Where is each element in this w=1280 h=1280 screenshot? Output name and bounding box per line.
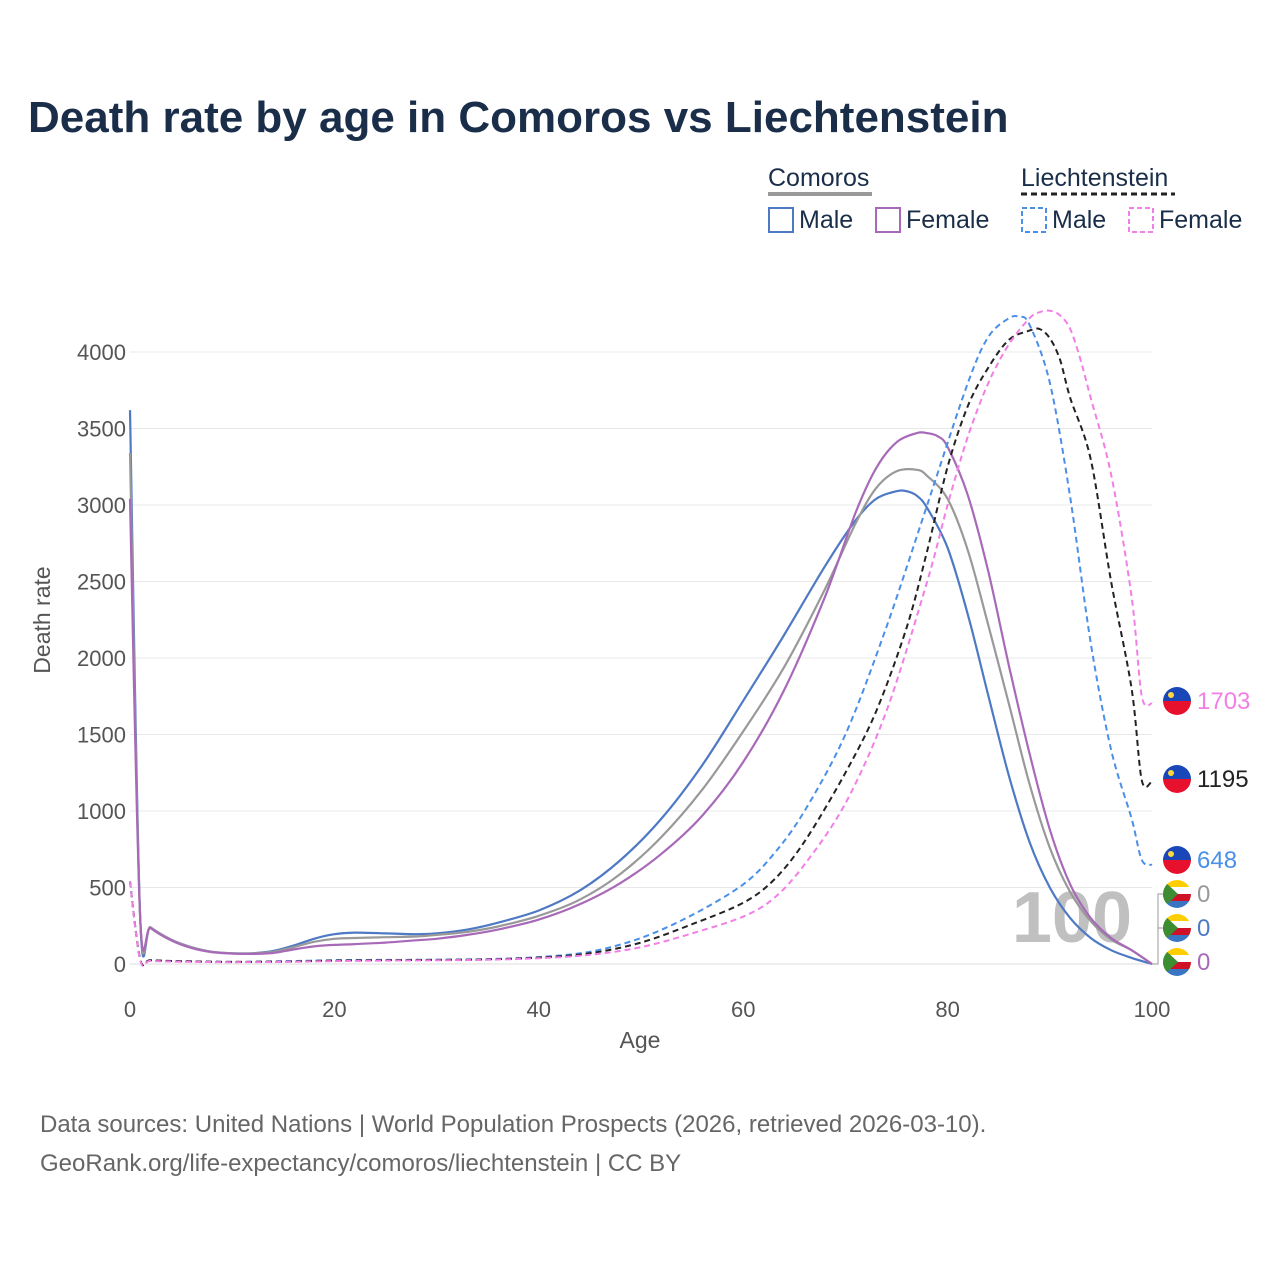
- legend-swatch-liechtenstein-female: [1128, 207, 1154, 233]
- year-watermark: 100: [1012, 878, 1132, 958]
- end-labels: 0 0 0 648 1195 1703: [1152, 687, 1250, 976]
- flag-comoros-icon: [1163, 948, 1191, 976]
- legend-label-liechtenstein-male: Male: [1052, 206, 1106, 234]
- end-marker-comoros-male: [1163, 914, 1191, 942]
- source-line-2: GeoRank.org/life-expectancy/comoros/liec…: [40, 1150, 681, 1177]
- end-value-comoros-male: 0: [1197, 915, 1210, 942]
- y-tick-4000: 4000: [77, 340, 126, 365]
- end-marker-comoros-total: [1163, 880, 1191, 908]
- source-line-1: Data sources: United Nations | World Pop…: [40, 1111, 986, 1138]
- legend-swatch-liechtenstein-male: [1021, 207, 1047, 233]
- end-value-liechtenstein-male: 648: [1197, 847, 1237, 874]
- y-tick-2500: 2500: [77, 570, 126, 595]
- series-line-liechtenstein-total: [129, 327, 1153, 967]
- y-axis-label: Death rate: [29, 566, 55, 673]
- series-line-liechtenstein-male: [129, 315, 1153, 967]
- legend-label-liechtenstein-female: Female: [1159, 206, 1242, 234]
- series-line-comoros-female: [128, 431, 1153, 965]
- end-value-comoros-total: 0: [1197, 881, 1210, 908]
- y-tick-3000: 3000: [77, 493, 126, 518]
- end-marker-comoros-female: [1163, 948, 1191, 976]
- series-line-comoros-male: [128, 410, 1153, 966]
- x-tick-40: 40: [527, 997, 551, 1022]
- y-tick-1500: 1500: [77, 723, 126, 748]
- y-tick-500: 500: [89, 876, 126, 901]
- legend-label-comoros-female: Female: [906, 206, 989, 234]
- axes: 0 500 1000 1500 2000 2500 3000 3500 4000 0 20 40 60 8…: [77, 340, 1170, 1022]
- x-tick-0: 0: [124, 997, 136, 1022]
- legend: Comoros Male Female Liechtenstein Male F…: [768, 164, 1242, 234]
- gridlines: [130, 351, 1152, 965]
- y-tick-3500: 3500: [77, 417, 126, 442]
- legend-swatch-comoros-male: [768, 207, 794, 233]
- y-tick-2000: 2000: [77, 646, 126, 671]
- y-tick-0: 0: [114, 952, 126, 977]
- end-marker-liechtenstein-female: [1163, 687, 1191, 715]
- end-marker-liechtenstein-total: [1163, 765, 1191, 793]
- flag-liechtenstein-icon: [1163, 765, 1191, 793]
- series-lines: [128, 309, 1153, 967]
- legend-label-comoros-male: Male: [799, 206, 853, 234]
- x-tick-100: 100: [1134, 997, 1171, 1022]
- x-tick-20: 20: [322, 997, 346, 1022]
- chart-title: Death rate by age in Comoros vs Liechten…: [28, 93, 1008, 142]
- flag-liechtenstein-icon: [1163, 846, 1191, 874]
- series-line-liechtenstein-female: [129, 309, 1153, 967]
- x-axis-label: Age: [620, 1027, 661, 1053]
- end-marker-liechtenstein-male: [1163, 846, 1191, 874]
- legend-swatch-comoros-female: [875, 207, 901, 233]
- comoros-label-connector: [1152, 893, 1163, 965]
- flag-comoros-icon: [1163, 914, 1191, 942]
- x-tick-60: 60: [731, 997, 755, 1022]
- x-tick-80: 80: [935, 997, 959, 1022]
- end-value-liechtenstein-total: 1195: [1197, 766, 1249, 793]
- end-value-liechtenstein-female: 1703: [1197, 688, 1250, 715]
- flag-comoros-icon: [1163, 880, 1191, 908]
- end-value-comoros-female: 0: [1197, 949, 1210, 976]
- y-tick-1000: 1000: [77, 799, 126, 824]
- legend-group-liechtenstein: Liechtenstein: [1021, 164, 1168, 192]
- flag-liechtenstein-icon: [1163, 687, 1191, 715]
- legend-group-comoros: Comoros: [768, 164, 869, 192]
